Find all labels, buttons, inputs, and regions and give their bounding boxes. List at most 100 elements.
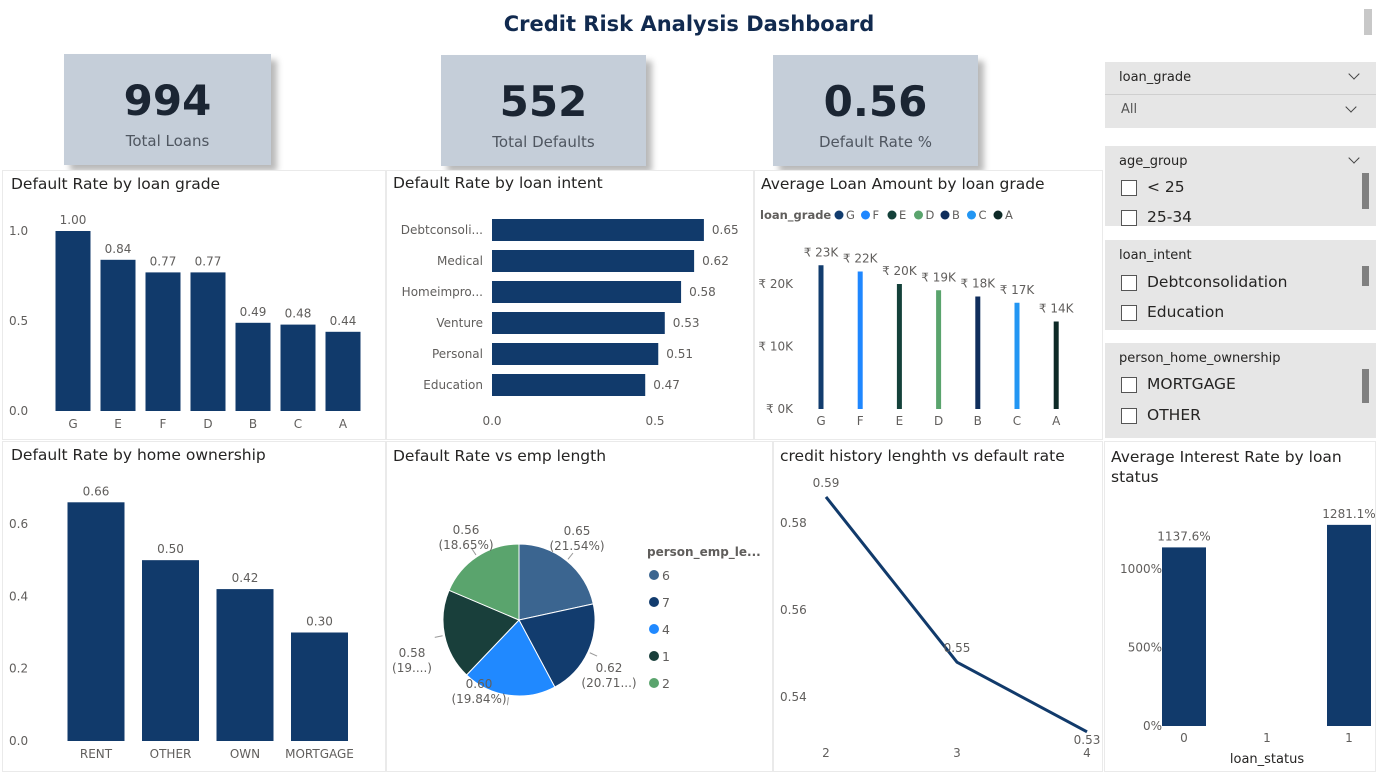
page-scrollbar[interactable]	[1364, 9, 1372, 35]
bar	[936, 290, 942, 409]
x-tick-label: A	[1052, 414, 1061, 428]
chart-title: Default Rate vs emp length	[393, 447, 607, 465]
y-tick-label: 0%	[1143, 719, 1162, 733]
slicer-title: loan_grade	[1119, 70, 1192, 85]
x-tick-label: OWN	[230, 747, 260, 761]
y-tick-label: ₹ 0K	[766, 402, 794, 416]
bar	[142, 560, 199, 741]
chart-average-loan-amount: ₹ 0K ₹ 10K ₹ 20K ₹ 23K G ₹ 22K F ₹ 20K E ₹ 19K D ₹ …	[758, 208, 1074, 428]
data-label: ₹ 20K	[882, 264, 918, 278]
slicer-loan-intent[interactable]: loan_intent Debtconsolidation Education	[1105, 240, 1376, 330]
data-label-percent: (18.65%)	[438, 538, 493, 552]
bar	[975, 296, 981, 409]
legend-label: 4	[662, 622, 670, 637]
x-tick-label: MORTGAGE	[285, 747, 354, 761]
kpi-value: 552	[499, 77, 588, 126]
chart-title: Default Rate by loan grade	[11, 175, 221, 193]
y-tick-label: Personal	[432, 347, 483, 361]
slicer-scrollbar[interactable]	[1362, 369, 1369, 403]
data-label: 0.59	[813, 476, 840, 490]
y-tick-label: Medical	[437, 254, 483, 268]
y-tick-label: 500%	[1128, 641, 1162, 655]
y-tick-label: ₹ 10K	[758, 340, 794, 354]
data-label: 0.66	[83, 484, 110, 498]
bar	[280, 324, 316, 411]
legend-label: 6	[662, 568, 670, 583]
bar	[291, 632, 348, 741]
chart-title: Average Interest Rate by loan status	[1111, 448, 1342, 486]
data-label: 0.77	[150, 254, 177, 268]
chart-credit-history-vs-default: 0.54 0.56 0.58 0.59 2 0.55 3 0.534	[780, 476, 1100, 760]
y-tick-label: Venture	[436, 316, 483, 330]
slicer-scrollbar[interactable]	[1362, 266, 1369, 286]
chart-default-rate-by-grade: 0.0 0.5 1.0 1.00 G 0.84 E 0.77 F 0.77 D 0.49 B 0.48 C 0…	[9, 213, 361, 431]
slicer-home-ownership[interactable]: person_home_ownership MORTGAGE OTHER	[1105, 343, 1376, 438]
bar	[896, 284, 902, 409]
legend-marker	[993, 210, 1003, 220]
checkbox[interactable]	[1121, 408, 1137, 424]
bar	[67, 502, 125, 741]
checkbox[interactable]	[1121, 180, 1137, 196]
x-tick-label: G	[68, 417, 77, 431]
x-tick-label: E	[114, 417, 122, 431]
bar	[1327, 524, 1371, 726]
kpi-value: 0.56	[823, 77, 928, 126]
option-label: Debtconsolidation	[1147, 273, 1288, 291]
bar	[216, 589, 274, 741]
chart-title: Average Loan Amount by loan grade	[761, 175, 1045, 193]
legend-label: C	[979, 208, 987, 222]
bar	[190, 272, 226, 411]
checkbox[interactable]	[1121, 275, 1137, 291]
y-tick-label: 1000%	[1120, 562, 1162, 576]
legend-label: 2	[662, 676, 670, 691]
panel-home: Default Rate by home ownership 0.0 0.2 0.4…	[2, 441, 386, 772]
y-tick-label: ₹ 20K	[758, 277, 794, 291]
y-tick-label: 0.4	[9, 589, 28, 603]
panel-emp: Default Rate vs emp length 0.65 (21.54%) 0…	[386, 441, 773, 772]
bar	[492, 374, 646, 396]
data-label: 0.60	[466, 677, 493, 691]
x-tick-label: C	[1013, 414, 1021, 428]
chevron-down-icon[interactable]	[1348, 152, 1360, 164]
y-tick-label: 0.0	[9, 734, 28, 748]
chevron-down-icon[interactable]	[1345, 101, 1357, 113]
kpi-total-loans: 994 Total Loans	[64, 54, 271, 165]
checkbox[interactable]	[1121, 377, 1137, 393]
data-label: 0.58	[399, 646, 426, 660]
slicer-loan-grade[interactable]: loan_grade All	[1105, 62, 1376, 128]
legend-label: F	[873, 208, 880, 222]
x-tick-label: 1	[1263, 731, 1271, 745]
legend-label: 1	[662, 649, 670, 664]
bar	[818, 265, 824, 409]
slicer-scrollbar[interactable]	[1362, 173, 1369, 209]
data-label-percent: (19.84%)	[451, 692, 506, 706]
bar	[325, 331, 361, 411]
legend-marker	[940, 210, 950, 220]
x-tick-label: B	[249, 417, 257, 431]
kpi-value: 994	[123, 76, 212, 125]
series-line	[824, 495, 1088, 734]
slicer-age-group[interactable]: age_group < 25 25-34	[1105, 146, 1376, 226]
chart-default-rate-by-intent: 0.0 0.5 0.65 Debtconsoli... 0.62 Medical 0.58 H…	[401, 219, 739, 428]
bar	[492, 281, 682, 303]
data-label: 0.56	[453, 523, 480, 537]
leader-line	[589, 652, 598, 657]
checkbox[interactable]	[1121, 305, 1137, 321]
x-tick-label: 2	[822, 746, 830, 760]
slicer-dropdown-value[interactable]: All	[1121, 102, 1138, 117]
chart-title: credit history lenghth vs default rate	[780, 447, 1065, 465]
x-tick-label: 3	[953, 746, 961, 760]
legend-label: D	[926, 208, 935, 222]
legend-marker	[649, 651, 659, 661]
checkbox[interactable]	[1121, 210, 1137, 226]
data-label: 0.58	[689, 285, 716, 299]
data-label-percent: (21.54%)	[549, 539, 604, 553]
chart-title: Default Rate by loan intent	[393, 174, 603, 192]
kpi-label: Total Loans	[125, 132, 210, 150]
data-label: ₹ 19K	[921, 270, 957, 284]
chart-interest-by-status: 0% 500% 1000% 1137.6% 0 1281.1% 1 1 loan_status	[1120, 507, 1375, 767]
legend-label: G	[846, 208, 855, 222]
chevron-down-icon[interactable]	[1348, 68, 1360, 80]
y-tick-label: Debtconsoli...	[401, 223, 483, 237]
legend-marker	[861, 210, 870, 220]
